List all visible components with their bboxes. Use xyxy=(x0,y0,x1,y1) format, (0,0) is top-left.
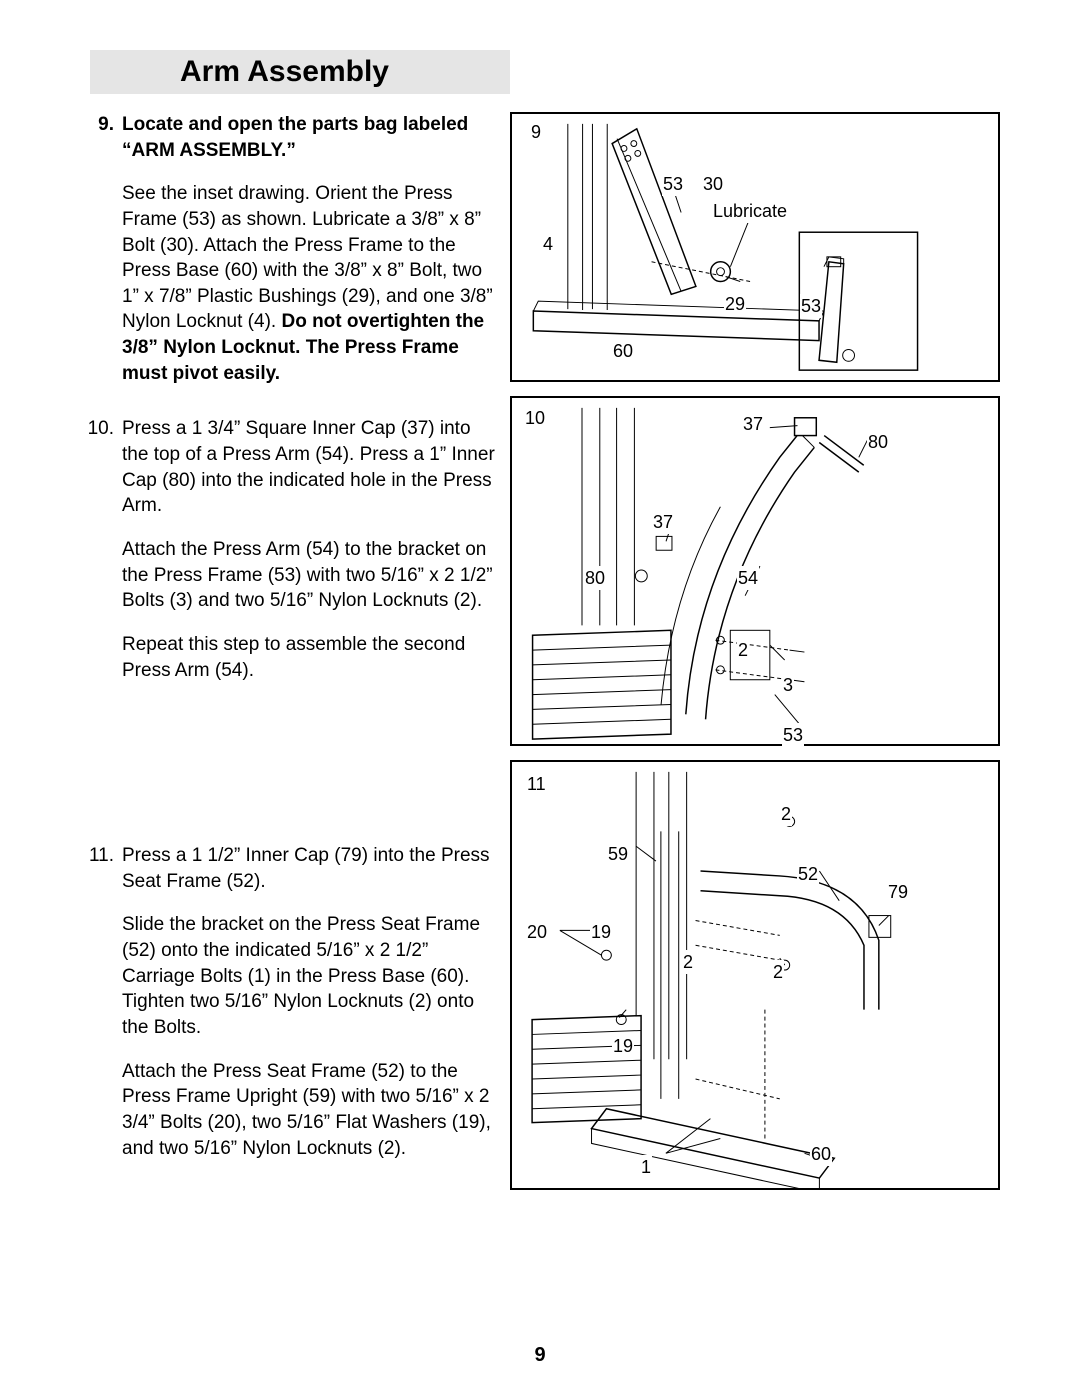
step-para: Slide the bracket on the Press Seat Fram… xyxy=(122,912,500,1040)
callout-30: 30 xyxy=(702,172,724,196)
callout-lubricate: Lubricate xyxy=(712,199,788,223)
step-lead: Locate and open the parts bag labeled “A… xyxy=(122,112,500,163)
callout-53: 53 xyxy=(662,172,684,196)
step-para: Attach the Press Seat Frame (52) to the … xyxy=(122,1059,500,1162)
callout-11: 11 xyxy=(526,772,547,796)
callout-10: 10 xyxy=(524,406,546,430)
step-para: Repeat this step to assemble the second … xyxy=(122,632,500,683)
content-area: 9. Locate and open the parts bag labeled… xyxy=(80,112,1000,1191)
callout-2a: 2 xyxy=(780,802,792,826)
step-para: Press a 1 1/2” Inner Cap (79) into the P… xyxy=(122,843,500,894)
callout-9: 9 xyxy=(530,120,542,144)
figure-11: 11 2 59 52 79 20 19 2 2 19 1 60 xyxy=(510,760,1000,1190)
callout-80b: 80 xyxy=(584,566,606,590)
callout-59: 59 xyxy=(607,842,629,866)
callout-2b: 2 xyxy=(682,950,694,974)
callout-37b: 37 xyxy=(652,510,674,534)
callout-19a: 19 xyxy=(590,920,612,944)
callout-52: 52 xyxy=(797,862,819,886)
section-title-bar: Arm Assembly xyxy=(90,50,510,94)
callout-20: 20 xyxy=(526,920,548,944)
callout-3: 3 xyxy=(782,673,794,697)
callout-79: 79 xyxy=(887,880,909,904)
callout-29: 29 xyxy=(724,292,746,316)
step-para: Attach the Press Arm (54) to the bracket… xyxy=(122,537,500,614)
step-10: 10. Press a 1 3/4” Square Inner Cap (37)… xyxy=(80,416,500,683)
callout-53: 53 xyxy=(782,723,804,747)
callout-37a: 37 xyxy=(742,412,764,436)
step-number: 9. xyxy=(80,112,122,386)
step-number: 11. xyxy=(80,843,122,1161)
callout-54: 54 xyxy=(737,566,759,590)
step-para: Press a 1 3/4” Square Inner Cap (37) int… xyxy=(122,416,500,519)
callout-60: 60 xyxy=(810,1142,832,1166)
page-number: 9 xyxy=(0,1342,1080,1369)
callout-1: 1 xyxy=(640,1155,652,1179)
callout-53b: 53 xyxy=(800,294,822,318)
figure-9: 9 53 30 Lubricate 4 29 53 60 xyxy=(510,112,1000,382)
callout-2: 2 xyxy=(737,638,749,662)
figure-10: 10 37 80 37 80 54 2 3 53 xyxy=(510,396,1000,746)
step-number: 10. xyxy=(80,416,122,683)
callout-80a: 80 xyxy=(867,430,889,454)
diagram-11 xyxy=(512,762,998,1188)
diagram-9 xyxy=(512,114,998,380)
step-body: Locate and open the parts bag labeled “A… xyxy=(122,112,500,386)
callout-60: 60 xyxy=(612,339,634,363)
callout-4: 4 xyxy=(542,232,554,256)
instruction-column: 9. Locate and open the parts bag labeled… xyxy=(80,112,500,1191)
step-body: Press a 1 1/2” Inner Cap (79) into the P… xyxy=(122,843,500,1161)
section-title: Arm Assembly xyxy=(180,52,389,93)
step-para: See the inset drawing. Orient the Press … xyxy=(122,181,500,386)
callout-2c: 2 xyxy=(772,960,784,984)
callout-19b: 19 xyxy=(612,1034,634,1058)
step-body: Press a 1 3/4” Square Inner Cap (37) int… xyxy=(122,416,500,683)
figure-column: 9 53 30 Lubricate 4 29 53 60 xyxy=(510,112,1000,1191)
step-11: 11. Press a 1 1/2” Inner Cap (79) into t… xyxy=(80,843,500,1161)
step-9: 9. Locate and open the parts bag labeled… xyxy=(80,112,500,386)
